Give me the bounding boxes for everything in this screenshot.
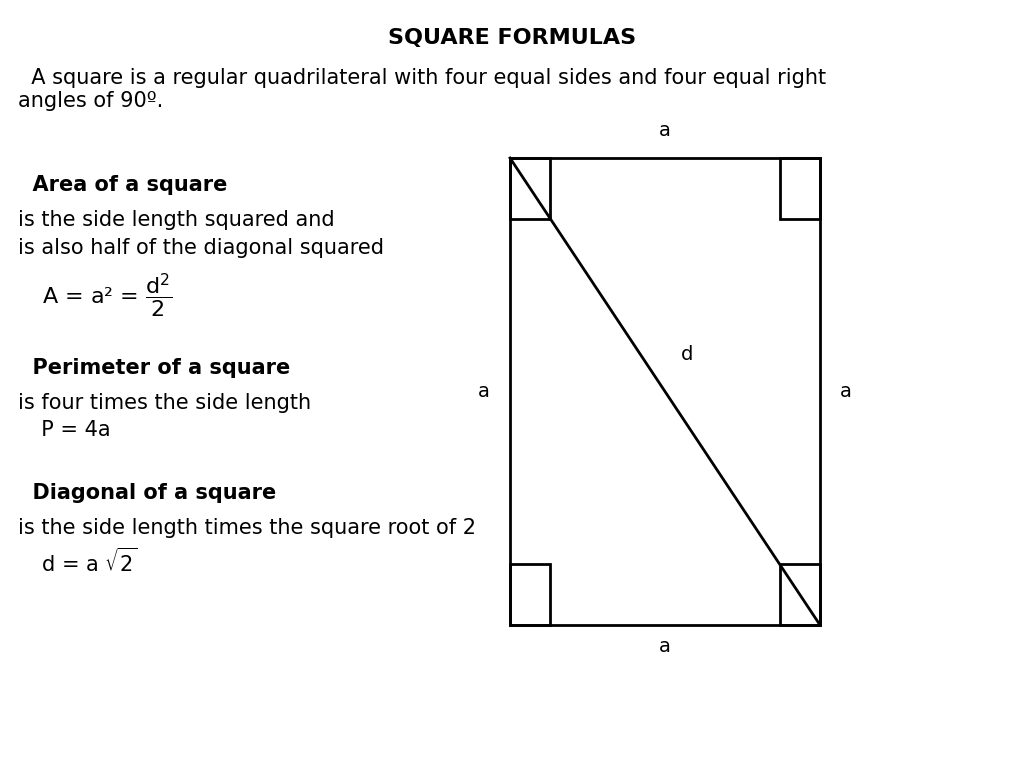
Text: Diagonal of a square: Diagonal of a square [18,483,276,503]
Text: is the side length times the square root of 2: is the side length times the square root… [18,518,476,538]
Bar [510,158,820,625]
Bar [779,158,820,219]
Bar [510,158,550,219]
Text: SQUARE FORMULAS: SQUARE FORMULAS [388,28,636,48]
Text: Perimeter of a square: Perimeter of a square [18,358,290,378]
Text: is also half of the diagonal squared: is also half of the diagonal squared [18,238,384,258]
Text: a: a [659,637,671,656]
Text: a: a [840,382,852,401]
Text: a: a [478,382,490,401]
Bar [510,564,550,625]
Text: P = 4a: P = 4a [28,420,111,440]
Bar [779,564,820,625]
Text: d: d [681,345,693,363]
Text: is the side length squared and: is the side length squared and [18,210,335,230]
Text: is four times the side length: is four times the side length [18,393,311,413]
Text: Area of a square: Area of a square [18,175,227,195]
Text: d = a $\sqrt{2}$: d = a $\sqrt{2}$ [28,548,137,576]
Text: a: a [659,121,671,140]
Text: A square is a regular quadrilateral with four equal sides and four equal right
a: A square is a regular quadrilateral with… [18,68,826,111]
Text: A = a² = $\dfrac{\mathrm{d}^2}{2}$: A = a² = $\dfrac{\mathrm{d}^2}{2}$ [28,272,172,320]
